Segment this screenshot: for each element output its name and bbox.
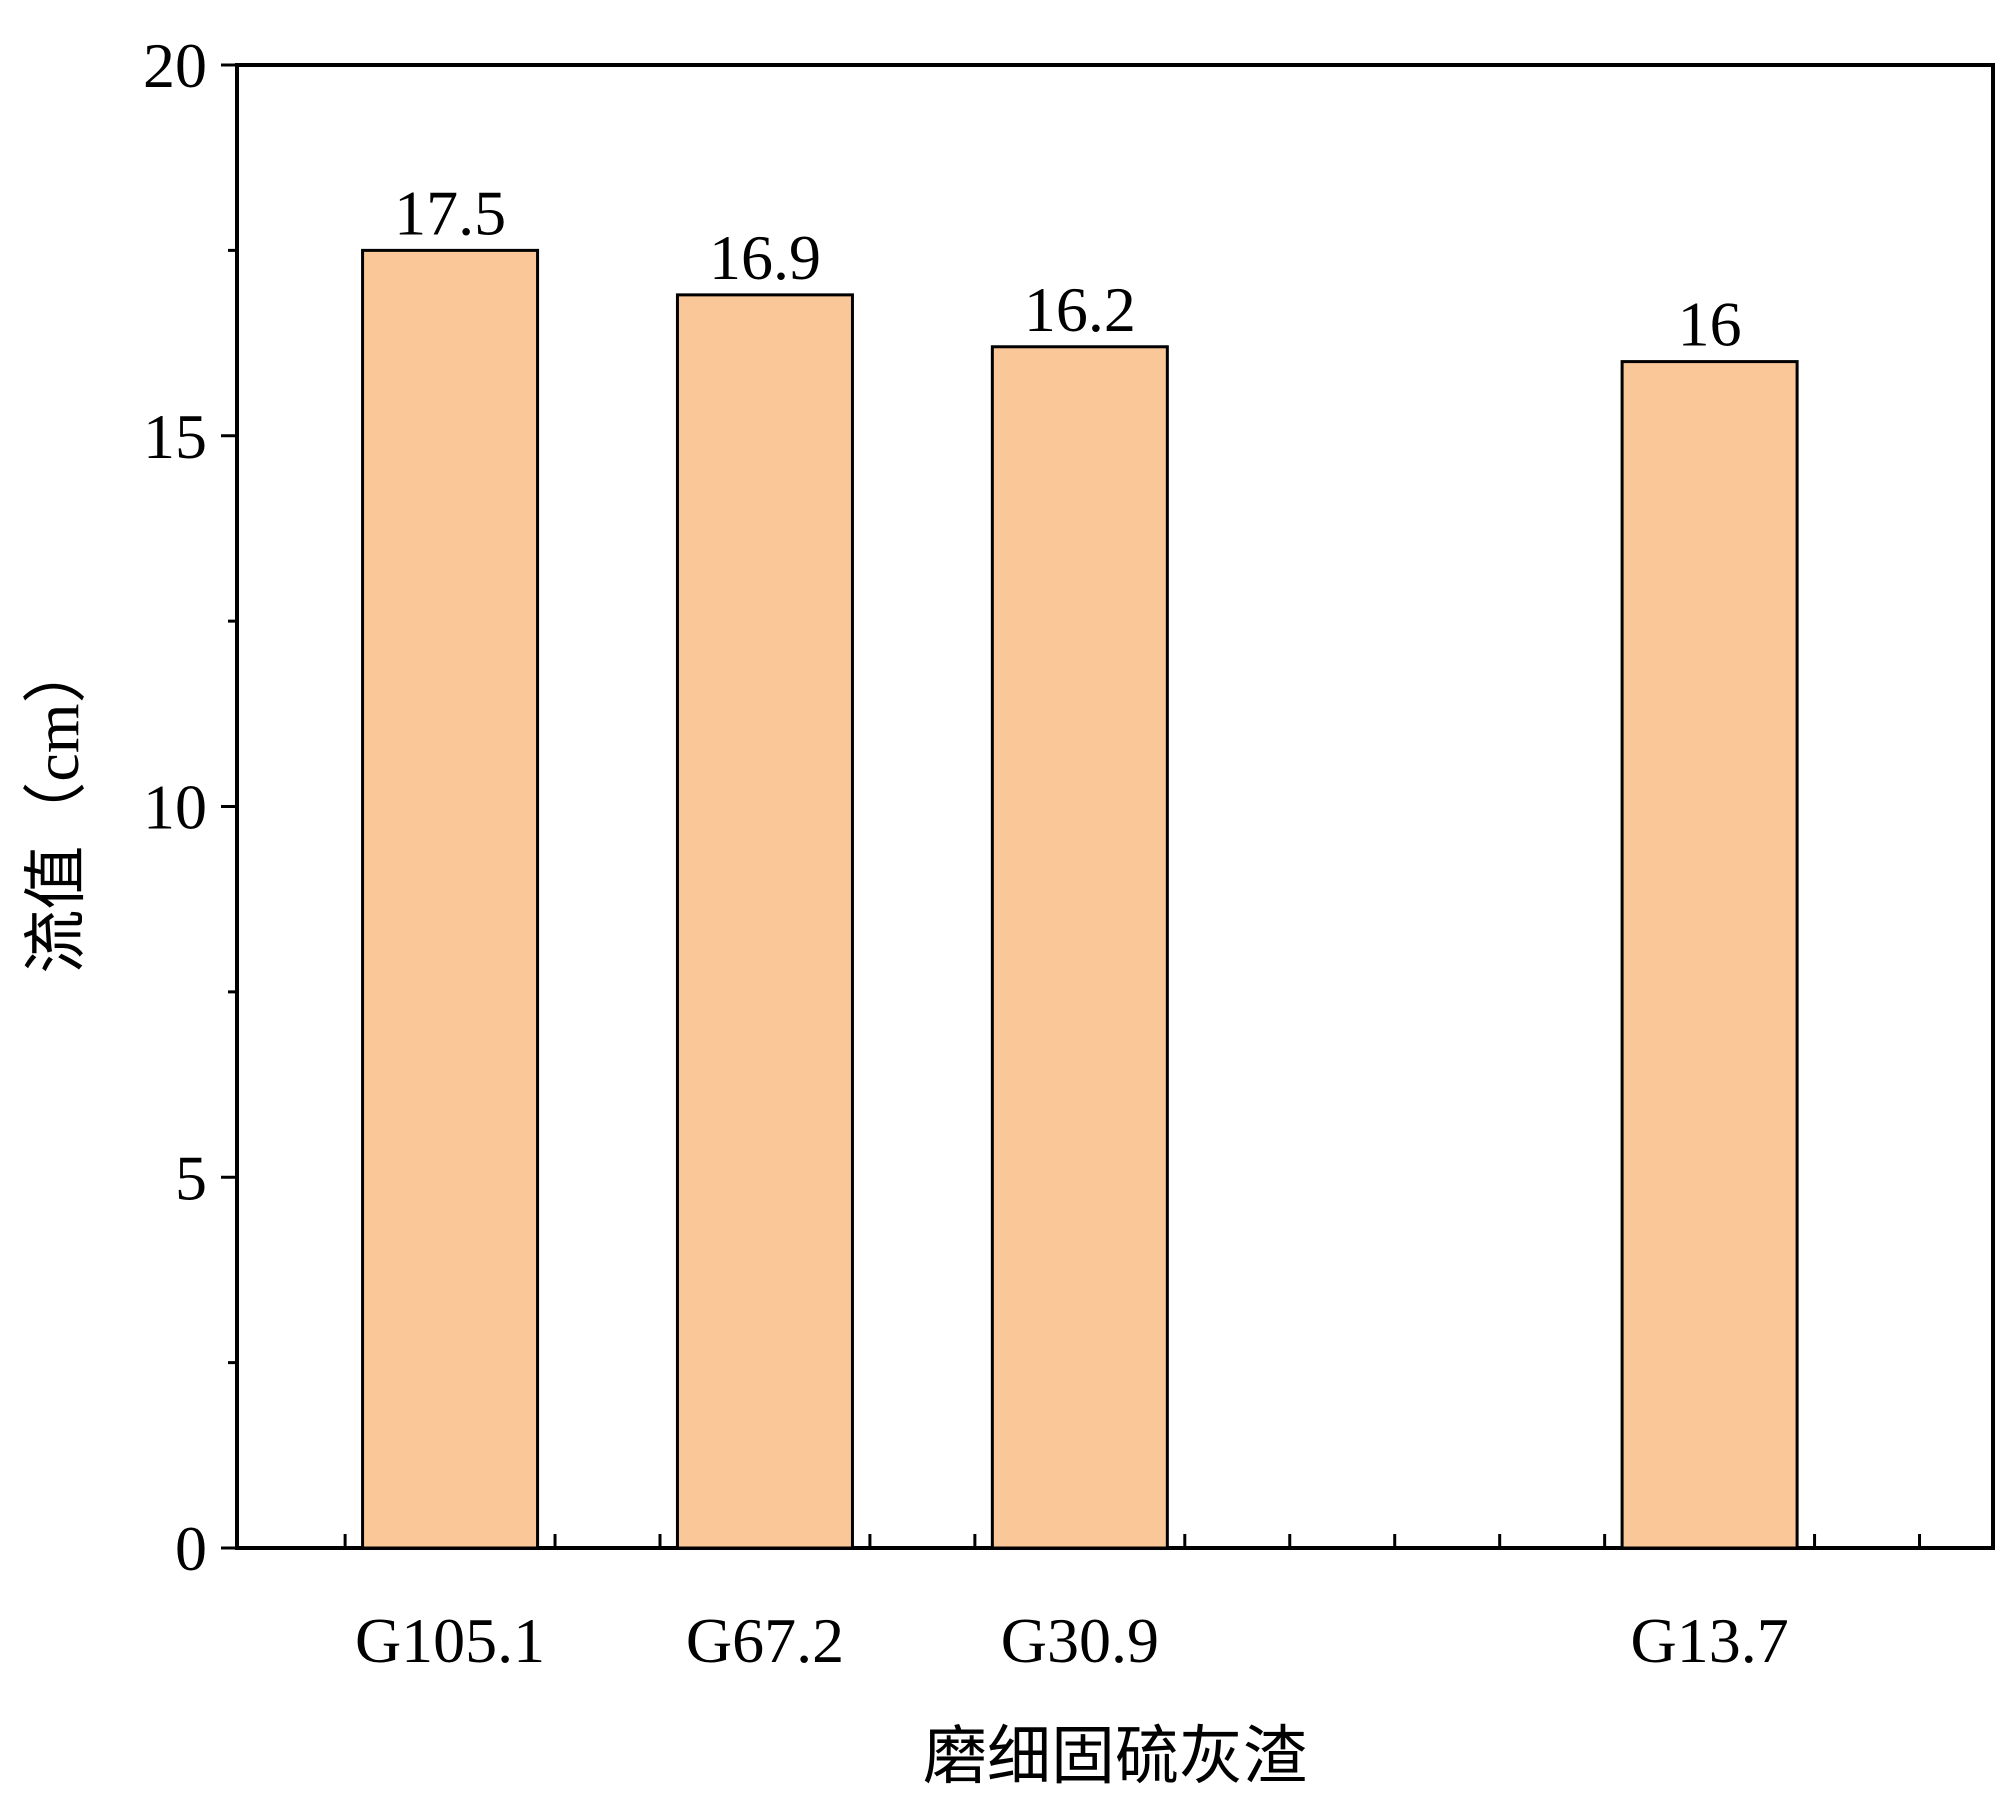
- labels-layer: 17.5 G105.1 16.9 G67.2 16.2 G30.9 16 G13.7: [355, 177, 1789, 1676]
- x-tick-label: G30.9: [1001, 1605, 1159, 1676]
- y-tick-label: 10: [143, 772, 207, 843]
- bar: [361, 248, 540, 1550]
- bar: [675, 293, 854, 1550]
- data-label: 17.5: [394, 177, 506, 248]
- bar: [1620, 360, 1799, 1550]
- y-tick-label: 20: [143, 30, 207, 101]
- y-tick-label: 5: [175, 1142, 207, 1213]
- data-label: 16.9: [709, 222, 821, 293]
- bars-layer: [361, 248, 1799, 1550]
- x-tick-label: G67.2: [686, 1605, 844, 1676]
- x-tick-label: G105.1: [355, 1605, 545, 1676]
- y-axis-title: 流值（cm）: [21, 639, 92, 973]
- data-label: 16.2: [1024, 274, 1136, 345]
- x-tick-label: G13.7: [1630, 1605, 1788, 1676]
- y-tick-label: 15: [143, 401, 207, 472]
- y-tick-label: 0: [175, 1513, 207, 1584]
- x-axis-title: 磨细固硫灰渣: [923, 1721, 1307, 1792]
- data-label: 16: [1678, 289, 1742, 360]
- bar: [990, 345, 1169, 1550]
